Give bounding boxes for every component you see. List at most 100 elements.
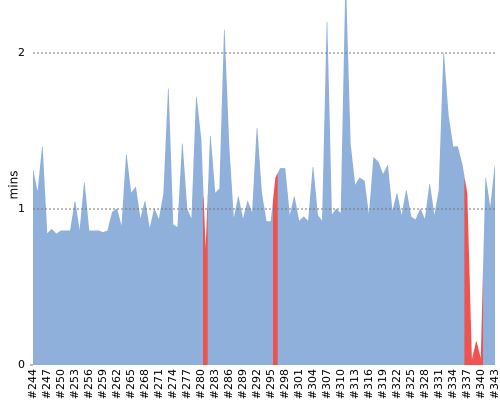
area-segment <box>268 199 274 365</box>
area-segment <box>469 277 475 365</box>
area-segment <box>361 178 367 365</box>
area-segment <box>35 169 41 365</box>
x-tick-label: #256 <box>82 369 95 399</box>
x-tick-label: #310 <box>334 369 347 399</box>
area-segment <box>254 127 260 365</box>
area-segment <box>408 203 414 365</box>
area-segment <box>296 208 302 365</box>
area-segment <box>189 158 195 365</box>
area-segment <box>403 190 409 365</box>
area-segment <box>455 146 461 365</box>
area-segment <box>352 164 358 365</box>
area-segment <box>282 168 288 365</box>
area-segment <box>63 230 69 365</box>
area-segment <box>478 269 484 365</box>
area-segment <box>450 130 456 365</box>
area-segment <box>413 214 419 365</box>
x-tick-label: #334 <box>446 369 459 399</box>
area-segment <box>184 176 190 365</box>
y-tick-label: 1 <box>18 202 25 215</box>
x-tick-label: #319 <box>376 369 389 399</box>
x-tick-label: #337 <box>460 369 473 399</box>
area-segment <box>165 88 171 365</box>
area-segment <box>156 206 162 365</box>
x-tick-label: #253 <box>68 369 81 399</box>
area-segment <box>445 84 451 365</box>
area-segment <box>86 206 92 365</box>
area-segment <box>380 168 386 365</box>
area-segment <box>221 29 227 365</box>
area-segment <box>441 53 447 365</box>
x-tick-label: #259 <box>96 369 109 399</box>
area-segment <box>161 141 167 365</box>
area-segment <box>44 190 50 365</box>
area-segment <box>33 169 36 365</box>
x-tick-label: #244 <box>26 369 39 399</box>
area-segment <box>366 187 372 365</box>
area-segment <box>240 208 246 365</box>
area-segment <box>231 183 237 365</box>
area-segment <box>431 200 437 365</box>
x-tick-label: #268 <box>138 369 151 399</box>
area-segment <box>273 173 279 365</box>
x-tick-label: #340 <box>474 369 487 399</box>
area-segment <box>343 0 349 365</box>
x-tick-label: #343 <box>488 369 500 399</box>
area-segment <box>133 186 139 365</box>
x-tick-label: #262 <box>110 369 123 399</box>
area-segment <box>319 121 325 365</box>
x-tick-label: #250 <box>54 369 67 399</box>
area-segment <box>301 216 307 365</box>
area-segment <box>95 230 101 365</box>
area-segment <box>109 210 115 365</box>
x-tick-label: #265 <box>124 369 137 399</box>
area-segment <box>193 96 199 365</box>
x-tick-label: #247 <box>40 369 53 399</box>
area-segment <box>49 228 55 365</box>
x-tick-label: #301 <box>292 369 305 399</box>
area-segment <box>212 164 218 365</box>
area-segment <box>72 201 78 365</box>
area-segment <box>259 160 265 365</box>
area-segment <box>147 215 153 365</box>
area-segment <box>263 207 269 365</box>
area-segment <box>39 146 45 365</box>
area-segment <box>310 166 316 365</box>
area-segment <box>417 208 423 365</box>
x-tick-label: #295 <box>264 369 277 399</box>
area-segment <box>77 207 83 365</box>
area-segment <box>226 88 232 365</box>
x-tick-label: #313 <box>348 369 361 399</box>
area-segment <box>67 215 73 365</box>
y-axis-label: mins <box>7 171 21 200</box>
area-segment <box>333 208 339 365</box>
area-segment <box>53 230 59 365</box>
area-segment <box>315 191 321 365</box>
area-segment <box>91 230 97 365</box>
area-segment <box>329 118 335 365</box>
area-segment <box>142 201 148 365</box>
area-segment <box>473 341 479 365</box>
x-tick-label: #307 <box>320 369 333 399</box>
area-segment <box>207 135 213 365</box>
area-segment <box>305 194 311 365</box>
x-tick-label: #271 <box>152 369 165 399</box>
x-tick-label: #283 <box>208 369 221 399</box>
area-segment <box>385 164 391 365</box>
area-segment <box>123 154 129 365</box>
area-segment <box>235 196 241 365</box>
x-tick-label: #289 <box>236 369 249 399</box>
area-segment <box>287 192 293 365</box>
y-tick-label: 0 <box>18 358 25 371</box>
area-segment <box>459 155 465 365</box>
area-segment <box>324 21 330 365</box>
area-segment <box>217 109 223 365</box>
area-segment <box>245 200 251 365</box>
area-segment <box>389 188 395 365</box>
area-segment <box>338 98 344 365</box>
area-segment <box>203 195 209 365</box>
y-tick-label: 2 <box>18 46 25 59</box>
area-segment <box>249 170 255 365</box>
x-tick-label: #316 <box>362 369 375 399</box>
